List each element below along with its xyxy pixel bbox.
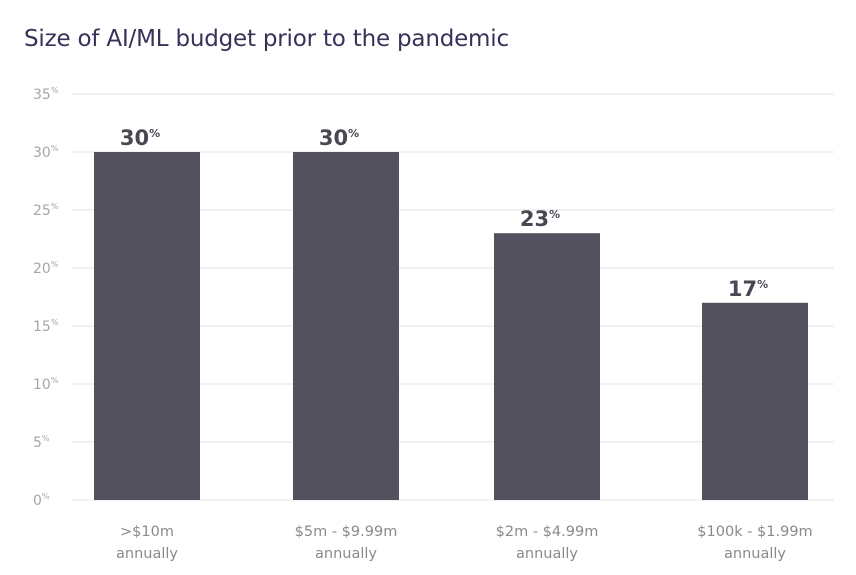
data-labels: 30% 30% 23% 17%	[120, 126, 768, 301]
chart-title: Size of AI/ML budget prior to the pandem…	[24, 26, 509, 52]
data-label: 17%	[728, 277, 768, 301]
y-tick-label: 20%	[33, 260, 59, 277]
y-axis-ticks: 0% 5% 10% 15% 20% 25% 30% 35%	[33, 86, 59, 509]
data-label: 23%	[520, 207, 560, 231]
x-tick-label: $2m - $4.99m	[496, 524, 599, 540]
y-tick-label: 25%	[33, 202, 59, 219]
x-tick-label: annually	[516, 546, 578, 562]
x-tick-label: annually	[315, 546, 377, 562]
x-tick-label: annually	[724, 546, 786, 562]
x-tick-label: $100k - $1.99m	[697, 524, 812, 540]
y-tick-label: 5%	[33, 434, 50, 451]
x-tick-label: >$10m	[120, 524, 174, 540]
y-tick-label: 10%	[33, 376, 59, 393]
y-tick-label: 35%	[33, 86, 59, 103]
x-axis-labels: >$10m annually $5m - $9.99m annually $2m - $…	[116, 524, 813, 562]
y-tick-label: 30%	[33, 144, 59, 161]
bar	[293, 152, 399, 500]
data-label: 30%	[120, 126, 160, 150]
x-tick-label: annually	[116, 546, 178, 562]
bar	[94, 152, 200, 500]
data-label: 30%	[319, 126, 359, 150]
y-tick-label: 15%	[33, 318, 59, 335]
x-tick-label: $5m - $9.99m	[295, 524, 398, 540]
bar	[494, 233, 600, 500]
y-tick-label: 0%	[33, 492, 50, 509]
bars	[94, 152, 808, 500]
bar	[702, 302, 808, 500]
